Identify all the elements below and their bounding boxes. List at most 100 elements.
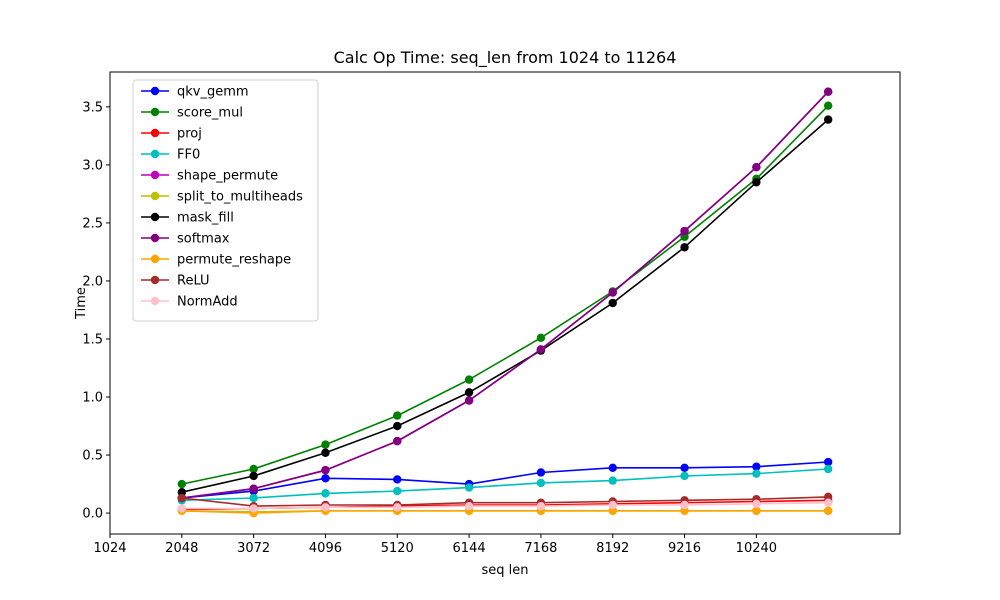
legend-entry: mask_fill xyxy=(141,211,234,226)
data-point xyxy=(393,486,402,496)
data-point xyxy=(536,468,546,477)
legend-label: NormAdd xyxy=(177,295,238,310)
x-tick-label: 3072 xyxy=(237,541,270,556)
data-point xyxy=(536,333,546,343)
x-axis: 1024 2048 3072 4096 5120 6144 7168 8192 9216 1024… xyxy=(93,534,777,556)
axes-frame xyxy=(109,71,901,535)
legend-label: FF0 xyxy=(177,148,200,163)
legend-marker xyxy=(150,149,160,159)
legend-marker xyxy=(150,191,160,201)
data-point xyxy=(752,469,761,478)
legend-label: mask_fill xyxy=(177,211,234,226)
y-tick-label: 2.5 xyxy=(82,216,103,231)
legend-entry: softmax xyxy=(141,232,230,247)
data-point xyxy=(752,162,761,172)
legend-label: shape_permute xyxy=(177,169,278,184)
data-point xyxy=(823,101,833,110)
series-NormAdd xyxy=(177,498,833,513)
data-point xyxy=(321,489,330,498)
data-point xyxy=(177,493,187,503)
series-qkv_gemm xyxy=(177,457,833,503)
y-tick-label: 2.0 xyxy=(82,274,103,289)
legend-entry: qkv_gemm xyxy=(141,85,249,100)
data-point xyxy=(752,499,761,509)
chart-title: Calc Op Time: seq_len from 1024 to 11264 xyxy=(334,48,677,68)
legend-entry: score_mul xyxy=(141,106,243,121)
legend-marker xyxy=(150,296,160,306)
data-point xyxy=(680,500,689,510)
legend-box xyxy=(132,79,319,322)
data-point xyxy=(608,476,617,485)
legend-label: qkv_gemm xyxy=(177,85,249,100)
data-point xyxy=(680,471,689,481)
series-line xyxy=(181,501,829,510)
data-point xyxy=(321,465,330,475)
data-point xyxy=(177,479,187,489)
data-point xyxy=(393,475,402,484)
series-line xyxy=(181,468,829,502)
data-point xyxy=(608,463,617,473)
data-point xyxy=(608,298,617,308)
data-point xyxy=(464,501,474,511)
y-tick-label: 3.0 xyxy=(82,158,103,173)
data-point xyxy=(321,474,330,483)
data-point xyxy=(393,436,402,446)
data-point xyxy=(752,178,761,187)
data-point xyxy=(249,484,258,493)
legend-label: proj xyxy=(177,127,202,142)
y-tick-label: 1.0 xyxy=(82,391,103,406)
x-tick-label: 7168 xyxy=(524,541,557,556)
series-line xyxy=(181,118,829,493)
data-point xyxy=(823,115,833,124)
data-point xyxy=(393,503,402,512)
y-axis: 0.0 0.5 1.0 1.5 2.0 2.5 3.0 3.5 xyxy=(82,100,110,522)
data-point xyxy=(608,506,617,515)
legend-entry: shape_permute xyxy=(141,169,278,184)
data-point xyxy=(680,232,689,242)
x-tick-label: 1024 xyxy=(93,541,126,556)
legend-marker xyxy=(150,86,160,96)
data-point xyxy=(249,464,258,474)
data-point xyxy=(823,464,833,474)
legend-label: permute_reshape xyxy=(177,253,291,268)
data-point xyxy=(249,504,258,513)
x-axis-label: seq len xyxy=(481,563,528,578)
series-line xyxy=(181,461,829,499)
data-point xyxy=(177,504,187,513)
legend-entry: FF0 xyxy=(141,148,200,163)
x-tick-label: 10240 xyxy=(736,541,777,556)
legend-entry: split_to_multiheads xyxy=(141,190,303,205)
y-tick-label: 0.0 xyxy=(82,507,103,522)
legend-entry: proj xyxy=(141,127,202,142)
data-point xyxy=(249,471,258,481)
data-point xyxy=(823,498,833,507)
legend-marker xyxy=(150,275,160,285)
data-point xyxy=(823,457,833,467)
data-point xyxy=(823,492,833,502)
x-tick-label: 5120 xyxy=(381,541,414,556)
data-point xyxy=(608,288,617,297)
legend-marker xyxy=(150,212,160,222)
data-point xyxy=(823,87,833,96)
data-point xyxy=(321,440,330,449)
y-axis-label: Time xyxy=(74,287,89,320)
legend-label: score_mul xyxy=(177,106,243,121)
series-mask_fill xyxy=(177,115,833,497)
legend-entry: ReLU xyxy=(141,274,210,289)
data-point xyxy=(464,388,474,397)
data-point xyxy=(752,462,761,471)
data-point xyxy=(321,448,330,457)
data-point xyxy=(393,421,402,431)
series-line xyxy=(181,496,829,507)
legend-label: softmax xyxy=(177,232,230,247)
legend-entry: NormAdd xyxy=(141,295,238,310)
data-point xyxy=(536,478,546,488)
series-softmax xyxy=(177,87,833,503)
legend-marker xyxy=(150,128,160,138)
y-tick-label: 1.5 xyxy=(82,332,103,347)
data-point xyxy=(680,506,689,515)
series-line xyxy=(181,509,829,514)
data-point xyxy=(536,501,546,511)
x-tick-label: 8192 xyxy=(596,541,629,556)
